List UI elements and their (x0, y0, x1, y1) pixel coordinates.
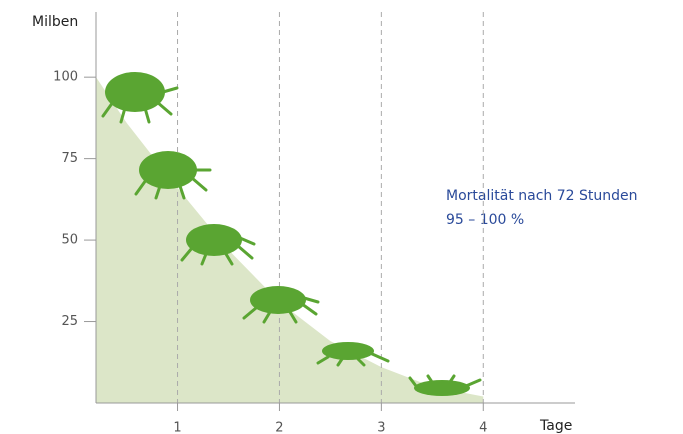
x-tick-label: 1 (173, 421, 181, 434)
y-axis-label: Milben (32, 14, 78, 30)
x-tick-label: 3 (377, 421, 385, 434)
y-tick-label: 50 (61, 233, 78, 248)
annotation: Mortalität nach 72 Stunden (446, 188, 638, 204)
y-tick-label: 25 (61, 314, 78, 329)
annotation: 95 – 100 % (446, 212, 524, 228)
chart: Milben Tage Mortalität nach 72 Stunden 9… (0, 0, 683, 434)
x-axis-label: Tage (539, 418, 572, 434)
y-tick-label: 100 (53, 70, 78, 85)
area (96, 77, 483, 403)
x-tick-label: 2 (275, 421, 283, 434)
y-tick-label: 75 (61, 151, 78, 166)
x-tick-label: 4 (479, 421, 487, 434)
